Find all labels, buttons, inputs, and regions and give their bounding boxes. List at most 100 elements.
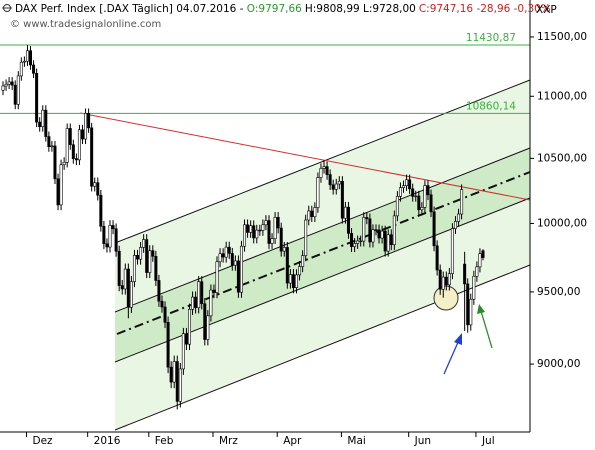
candle-body <box>41 109 45 128</box>
candle-body <box>322 166 326 169</box>
candle-body <box>350 233 354 247</box>
candle-body <box>392 215 396 246</box>
header-part: C:9747,16 -28,96 -0,30% <box>419 3 551 15</box>
candle-body <box>365 217 369 220</box>
candle-body <box>224 246 228 258</box>
candle-body <box>160 300 164 308</box>
candle-body <box>469 298 473 326</box>
candle-body <box>87 113 91 129</box>
candle-body <box>84 113 88 140</box>
candle-body <box>270 238 274 244</box>
y-tick-label: 10500,00 <box>537 152 587 164</box>
x-tick-label: Mrz <box>219 435 238 447</box>
candle-body <box>59 164 63 206</box>
candle-body <box>377 229 381 239</box>
candle-body <box>163 306 167 323</box>
candle-body <box>273 217 277 239</box>
x-tick-label: Jun <box>414 435 431 447</box>
y-tick-label: 9500,00 <box>537 286 580 298</box>
candle-body <box>233 260 237 266</box>
candle-body <box>117 250 121 286</box>
candle-body <box>35 73 39 123</box>
candle-body <box>175 361 179 402</box>
candle-body <box>252 225 256 239</box>
candle-body <box>114 228 118 252</box>
candle-body <box>301 255 305 267</box>
candle-body <box>129 281 133 308</box>
candle-body <box>328 174 332 186</box>
candle-body <box>65 128 69 163</box>
candle-body <box>215 261 219 293</box>
candle-body <box>395 196 399 217</box>
candle-body <box>80 129 84 140</box>
candle-body <box>450 228 454 274</box>
candle-body <box>316 177 320 208</box>
candle-body <box>298 266 302 276</box>
candle-body <box>261 224 265 231</box>
candle-body <box>25 50 29 62</box>
candle-body <box>307 210 311 221</box>
x-tick-label: Dez <box>33 435 54 447</box>
candle-body <box>56 178 60 206</box>
y-axis: 9000,00 9500,00 10000,00 10500,00 11000,00 11… <box>530 31 587 370</box>
candle-body <box>191 296 195 310</box>
candle-body <box>200 281 204 305</box>
channel-line <box>114 79 531 244</box>
header-part: O:9797,66 <box>247 3 302 15</box>
candle-body <box>346 206 350 234</box>
candle-body <box>457 213 461 222</box>
candle-body <box>475 266 479 277</box>
candle-body <box>432 211 436 247</box>
y-tick-label: 10000,00 <box>537 217 587 229</box>
candle-body <box>343 206 347 219</box>
candle-body <box>218 253 222 263</box>
candle-body <box>411 188 415 197</box>
candle-body <box>264 220 268 226</box>
arrows <box>443 304 493 375</box>
x-tick-label: Jul <box>481 435 495 447</box>
watermark: © www.tradesignalonline.com <box>10 19 161 30</box>
candle-body <box>340 180 344 219</box>
candle-body <box>447 273 451 286</box>
candle-body <box>255 229 259 239</box>
candle-body <box>438 269 442 290</box>
candle-body <box>126 268 130 308</box>
candle-body <box>239 245 243 293</box>
candle-body <box>426 185 430 196</box>
candle-body <box>310 210 314 217</box>
candle-body <box>38 121 42 128</box>
candle-body <box>148 250 152 273</box>
candle-body <box>356 240 360 244</box>
level-label: 11430,87 <box>466 32 516 44</box>
candle-body <box>398 187 402 197</box>
candle-body <box>93 182 97 187</box>
candle-body <box>74 158 78 161</box>
header-part: DAX Perf. Index [.DAX Täglich] 04.07.201… <box>15 3 244 15</box>
candle-body <box>386 234 390 252</box>
level-label: 10860,14 <box>466 100 516 112</box>
candle-body <box>383 230 387 252</box>
candle-body <box>77 129 81 161</box>
candle-body <box>359 240 363 243</box>
axis-unit: XXP <box>536 4 557 16</box>
candle-body <box>105 243 109 248</box>
candle-body <box>142 239 146 248</box>
y-tick-label: 9000,00 <box>537 358 580 370</box>
candle-body <box>206 315 210 340</box>
candle-body <box>276 217 280 229</box>
candle-body <box>16 75 20 105</box>
candle-body <box>178 368 182 402</box>
candle-body <box>111 225 115 230</box>
arrow-green <box>480 310 493 349</box>
candle-body <box>423 185 427 208</box>
candle-body <box>371 229 375 243</box>
candle-body <box>4 83 8 87</box>
candle-body <box>243 224 247 247</box>
header-icon <box>2 4 12 12</box>
candle-body <box>145 239 149 273</box>
candle-body <box>22 60 26 63</box>
candle-body <box>402 185 406 188</box>
candle-body <box>331 184 335 190</box>
candle-body <box>139 247 143 260</box>
candle-body <box>44 109 48 137</box>
